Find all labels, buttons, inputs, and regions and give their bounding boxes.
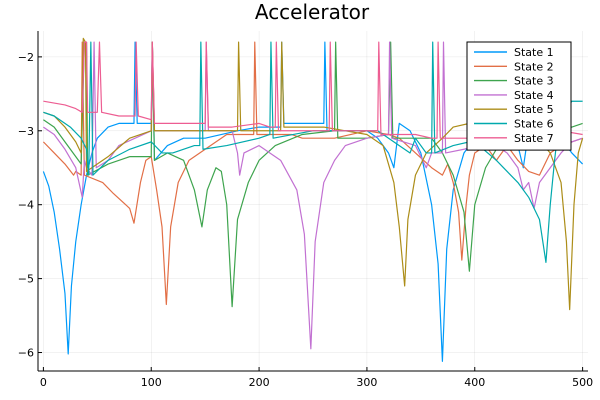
axes [37, 31, 588, 372]
series-line-4 [43, 41, 583, 350]
x-tick-label: 400 [464, 376, 485, 389]
legend-box [466, 41, 572, 151]
y-tick-label: −6 [18, 347, 34, 360]
legend-label[interactable]: State 7 [514, 132, 554, 145]
series-line-3 [43, 41, 583, 308]
legend-label[interactable]: State 2 [514, 60, 554, 73]
y-tick-label: −3 [18, 125, 34, 138]
x-axis-ticks: 0 100 200 300 400 500 [40, 367, 593, 389]
y-tick-label: −4 [18, 199, 34, 212]
legend-label[interactable]: State 5 [514, 103, 554, 116]
legend-label[interactable]: State 3 [514, 75, 554, 88]
legend-label[interactable]: State 1 [514, 46, 554, 59]
legend-label[interactable]: State 4 [514, 89, 554, 102]
x-tick-label: 100 [141, 376, 162, 389]
y-tick-label: −5 [18, 273, 34, 286]
chart-title: Accelerator [255, 0, 370, 24]
y-tick-label: −2 [18, 51, 34, 64]
legend-label[interactable]: State 6 [514, 118, 554, 131]
x-tick-label: 300 [356, 376, 377, 389]
x-tick-label: 200 [249, 376, 270, 389]
y-axis-ticks: −6 −5 −4 −3 −2 [18, 51, 42, 360]
x-tick-label: 500 [572, 376, 593, 389]
x-tick-label: 0 [40, 376, 47, 389]
